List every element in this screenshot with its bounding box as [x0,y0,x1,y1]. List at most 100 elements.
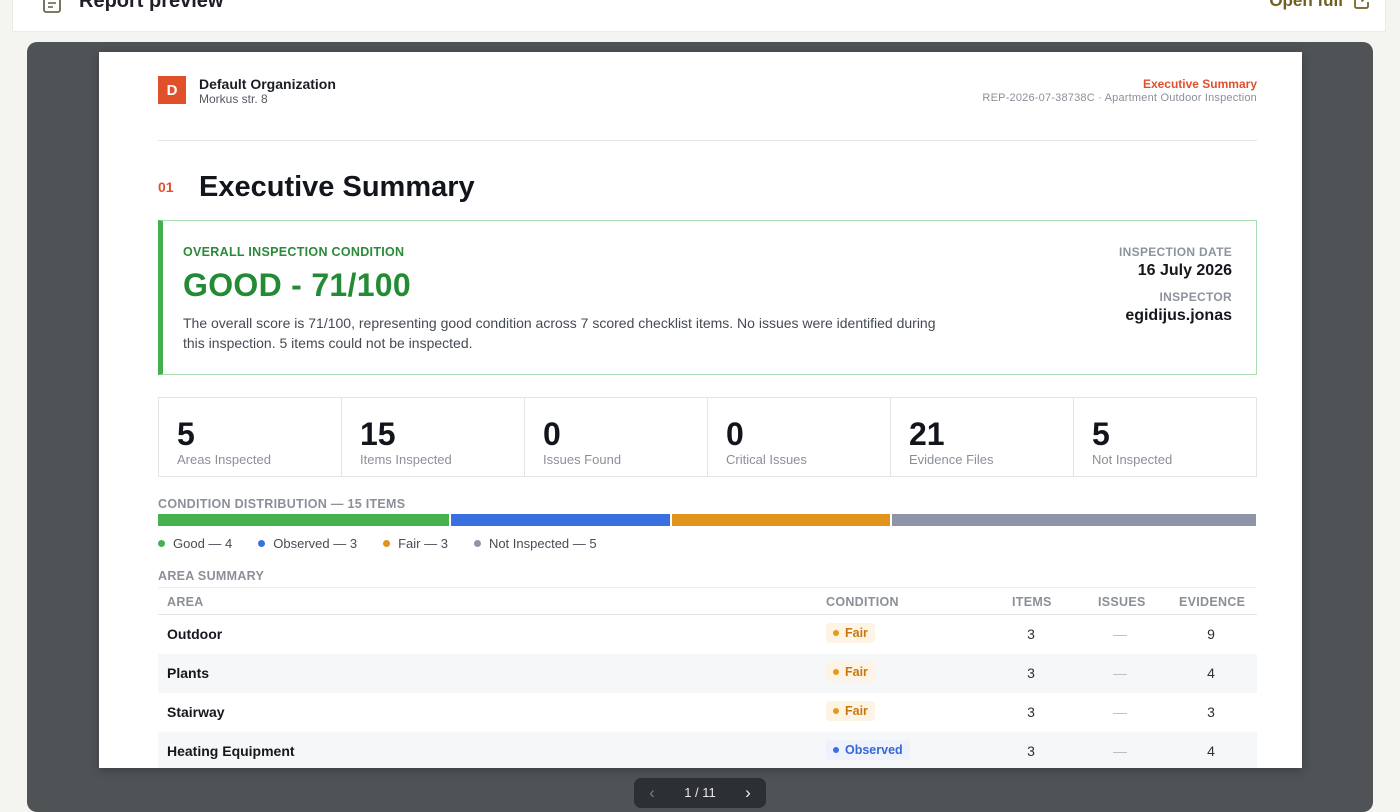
document-icon [43,0,61,13]
legend-dot [158,540,165,547]
evidence-count: 4 [1207,665,1215,681]
table-row: Outdoor Fair 3 — 9 [158,615,1257,654]
section-title: Executive Summary [199,171,475,203]
stat-value: 0 [543,416,561,452]
area-summary-title: AREA SUMMARY [158,569,265,583]
distribution-title: CONDITION DISTRIBUTION — 15 ITEMS [158,497,406,511]
chevron-right-icon[interactable]: › [745,783,751,802]
distribution-segment-good [158,514,450,526]
inspection-date-value: 16 July 2026 [1137,262,1232,279]
evidence-count: 9 [1207,626,1215,642]
stat-critical-issues: 0 Critical Issues [708,398,891,476]
condition-badge: Observed [826,740,910,760]
stat-issues-found: 0 Issues Found [525,398,708,476]
items-count: 3 [1027,743,1035,759]
distribution-segment-fair [671,514,890,526]
legend-item-good: Good — 4 [158,536,232,551]
inspection-date: INSPECTION DATE 16 July 2026 [1119,245,1232,280]
legend-label: Not Inspected — 5 [488,536,597,551]
issues-count: — [1113,665,1127,681]
distribution-legend: Good — 4 Observed — 3 Fair — 3 Not Inspe… [158,536,597,551]
items-count: 3 [1027,704,1035,720]
legend-item-fair: Fair — 3 [383,536,448,551]
org-logo: D [158,76,186,104]
legend-dot [473,540,481,547]
header-section-name: Executive Summary [1142,77,1257,91]
items-count: 3 [1027,665,1035,681]
table-header-row: AREA CONDITION ITEMS ISSUES EVIDENCE [158,587,1257,615]
preview-header: Report preview Open full [12,0,1386,32]
external-link-icon[interactable] [1353,0,1371,10]
report-page: D Default Organization Morkus str. 8 Exe… [99,52,1302,768]
chevron-left-icon[interactable]: ‹ [649,783,655,802]
stat-label: Critical Issues [726,452,807,467]
stat-value: 5 [177,416,195,452]
stat-label: Not Inspected [1092,452,1173,467]
condition-badge: Fair [826,662,875,682]
area-name: Heating Equipment [167,743,295,759]
stat-label: Evidence Files [909,452,994,467]
header-divider [158,140,1257,141]
condition-label: Fair [845,626,868,640]
preview-title: Report preview [79,0,224,12]
stats-row: 5 Areas Inspected 15 Items Inspected 0 I… [158,397,1257,477]
stat-evidence-files: 21 Evidence Files [891,398,1074,476]
column-header-evidence: EVIDENCE [1179,595,1246,609]
legend-label: Good — 4 [173,536,233,551]
overall-condition-card: OVERALL INSPECTION CONDITION GOOD - 71/1… [158,220,1257,375]
page-navigator: ‹ 1 / 11 › [634,778,766,808]
column-header-condition: CONDITION [826,595,899,609]
stat-items-inspected: 15 Items Inspected [342,398,525,476]
header-report-reference: REP-2026-07-38738C · Apartment Outdoor I… [982,92,1257,104]
stat-value: 15 [360,416,396,452]
column-header-items: ITEMS [1012,595,1052,609]
stat-label: Areas Inspected [177,452,271,467]
evidence-count: 4 [1207,743,1215,759]
inspector-value: egidijus.jonas [1125,307,1232,324]
stat-value: 5 [1092,416,1110,452]
table-row: Stairway Fair 3 — 3 [158,693,1257,732]
issues-count: — [1113,626,1127,642]
org-name: Default Organization [199,76,336,92]
table-row: Plants Fair 3 — 4 [158,654,1257,693]
area-summary-table: AREA CONDITION ITEMS ISSUES EVIDENCE Out… [158,587,1257,768]
stat-not-inspected: 5 Not Inspected [1074,398,1256,476]
column-header-area: AREA [167,595,204,609]
inspector: INSPECTOR egidijus.jonas [1125,290,1232,325]
stat-value: 21 [909,416,945,452]
stat-areas-inspected: 5 Areas Inspected [159,398,342,476]
status-dot [833,630,839,636]
stat-label: Items Inspected [360,452,452,467]
status-dot [833,747,839,753]
area-name: Stairway [167,704,225,720]
condition-label: Fair [845,665,868,679]
condition-label: Fair [845,704,868,718]
legend-dot [383,540,391,547]
open-full-link[interactable]: Open full [1269,0,1343,10]
distribution-segment-not-inspected [891,514,1256,526]
stat-label: Issues Found [543,452,622,467]
page-indicator: 1 / 11 [684,785,716,800]
condition-description: The overall score is 71/100, representin… [183,315,936,351]
inspection-date-label: INSPECTION DATE [1119,245,1232,259]
area-name: Plants [167,665,210,681]
condition-score: GOOD - 71/100 [183,267,411,303]
inspector-label: INSPECTOR [1159,290,1232,304]
distribution-bar [158,514,1256,526]
column-header-issues: ISSUES [1098,595,1146,609]
evidence-count: 3 [1207,704,1215,720]
legend-label: Observed — 3 [273,536,358,551]
org-address: Morkus str. 8 [199,92,268,106]
legend-label: Fair — 3 [398,536,448,551]
condition-label: Observed [845,743,903,757]
condition-badge: Fair [826,701,875,721]
distribution-segment-observed [451,514,670,526]
area-name: Outdoor [167,626,223,642]
legend-dot [258,540,266,547]
status-dot [833,669,839,675]
status-dot [833,708,839,714]
table-row: Heating Equipment Observed 3 — 4 [158,732,1257,768]
issues-count: — [1113,743,1127,759]
issues-count: — [1113,704,1127,720]
condition-badge: Fair [826,623,875,643]
